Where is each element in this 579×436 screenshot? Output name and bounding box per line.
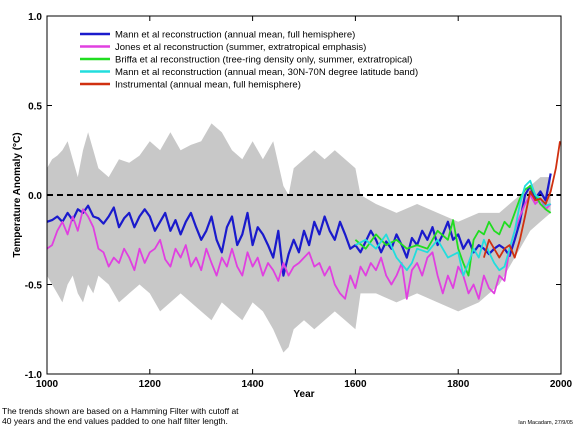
legend-label-1: Mann et al reconstruction (annual mean, … [115, 30, 355, 41]
legend-label-4: Mann et al reconstruction (annual mean, … [115, 67, 418, 78]
y-tick-label--0.5: -0.5 [25, 281, 43, 292]
x-tick-label-1800: 1800 [447, 379, 470, 390]
y-tick-label-0.5: 0.5 [28, 102, 42, 113]
series-line-1 [46, 173, 552, 277]
y-tick-label-0.0: 0.0 [28, 191, 42, 202]
series-line-3 [354, 185, 552, 277]
y-tick-label-1.0: 1.0 [28, 12, 42, 23]
legend-label-5: Instrumental (annual mean, full hemisphe… [115, 80, 301, 91]
uncertainty-band [47, 123, 551, 353]
author-credit: Ian Macadam, 27/9/05 [518, 420, 573, 426]
series-lines [46, 141, 561, 300]
series-line-2 [46, 194, 552, 300]
x-tick-label-1000: 1000 [36, 379, 59, 390]
x-tick-label-1600: 1600 [344, 379, 367, 390]
series-line-5 [483, 141, 561, 259]
legend-label-2: Jones et al reconstruction (summer, extr… [115, 42, 366, 53]
x-tick-label-1200: 1200 [139, 379, 162, 390]
series-line-4 [354, 179, 551, 277]
x-tick-label-1400: 1400 [241, 379, 264, 390]
legend: Mann et al reconstruction (annual mean, … [80, 30, 418, 91]
y-tick-label--1.0: -1.0 [25, 370, 43, 381]
x-tick-label-2000: 2000 [550, 379, 573, 390]
y-axis-label: Temperature Anomaly (°C) [12, 132, 23, 257]
footnote-line-1: The trends shown are based on a Hamming … [2, 406, 239, 416]
legend-label-3: Briffa et al reconstruction (tree-ring d… [115, 55, 412, 66]
footnote-line-2: 40 years and the end values padded to on… [2, 416, 228, 426]
uncertainty-band-area [47, 123, 551, 353]
axes: 1000 1200 1400 1600 1800 2000 -1.0 -0.5 0.0 0.5 1.… [12, 12, 573, 400]
x-axis-label: Year [293, 389, 314, 400]
